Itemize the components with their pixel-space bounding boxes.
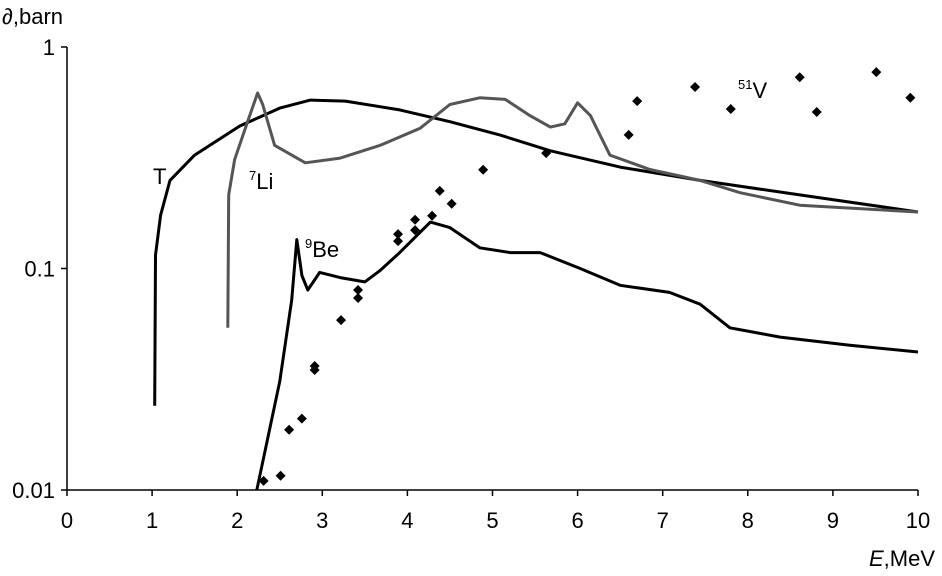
x-axis-title: E,MeV xyxy=(869,546,935,571)
marker xyxy=(871,67,882,78)
label-sup: 9 xyxy=(305,236,312,251)
x-tick-label: 3 xyxy=(316,508,328,533)
marker xyxy=(690,81,701,92)
marker xyxy=(541,148,552,159)
y-tick-label: 1 xyxy=(43,35,55,60)
marker xyxy=(434,185,445,196)
marker xyxy=(725,103,736,114)
curve xyxy=(153,98,919,406)
label-text: T xyxy=(153,164,166,189)
x-tick-label: 9 xyxy=(827,508,839,533)
marker xyxy=(632,96,643,107)
label-text: Li xyxy=(256,169,273,194)
x-axis-var: E xyxy=(869,546,884,571)
label-sup: 7 xyxy=(249,168,256,183)
marker xyxy=(623,129,634,140)
marker xyxy=(353,292,364,303)
x-tick-label: 0 xyxy=(61,508,73,533)
series-label: T xyxy=(153,164,166,189)
x-tick-label: 4 xyxy=(401,508,413,533)
x-tick-label: 1 xyxy=(146,508,158,533)
label-text: Be xyxy=(312,237,339,262)
x-tick-label: 6 xyxy=(571,508,583,533)
series-label: 51V xyxy=(738,77,767,103)
marker xyxy=(410,214,421,225)
marker xyxy=(296,413,307,424)
marker xyxy=(393,229,404,240)
marker xyxy=(336,315,347,326)
x-tick-label: 2 xyxy=(231,508,243,533)
marker xyxy=(353,284,364,295)
label-text: V xyxy=(752,78,767,103)
x-tick-label: 7 xyxy=(657,508,669,533)
marker xyxy=(811,106,822,117)
x-tick-label: 5 xyxy=(486,508,498,533)
x-tick-label: 10 xyxy=(906,508,930,533)
marker xyxy=(427,210,438,221)
marker xyxy=(905,92,916,103)
series-label: 9Be xyxy=(305,236,339,262)
marker xyxy=(309,360,320,371)
curve xyxy=(255,220,919,491)
label-sup: 51 xyxy=(738,77,752,92)
x-tick-label: 8 xyxy=(742,508,754,533)
y-axis-title: ∂,barn xyxy=(2,4,63,29)
marker xyxy=(393,236,404,247)
series-label: 7Li xyxy=(249,168,273,194)
marker xyxy=(284,424,295,435)
marker xyxy=(446,198,457,209)
marker xyxy=(258,475,269,486)
y-tick-label: 0.1 xyxy=(24,257,55,282)
marker xyxy=(478,164,489,175)
marker xyxy=(410,225,421,236)
y-tick-label: 0.01 xyxy=(12,478,55,503)
marker xyxy=(794,72,805,83)
marker xyxy=(275,470,286,481)
curve xyxy=(226,91,919,328)
x-axis-unit: ,MeV xyxy=(884,546,936,571)
